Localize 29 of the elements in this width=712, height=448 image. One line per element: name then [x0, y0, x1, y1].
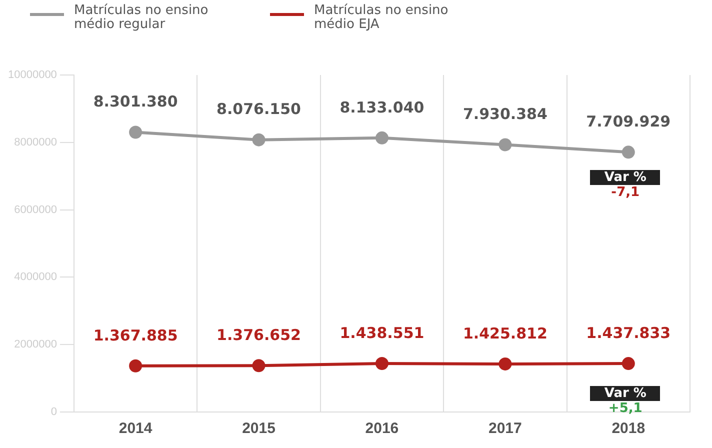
- x-tick-label: 2015: [242, 420, 276, 438]
- data-label: 1.438.551: [340, 324, 424, 342]
- annotation: Var % +5,1: [603, 386, 648, 416]
- data-label: 7.930.384: [462, 105, 548, 124]
- point: [375, 357, 388, 370]
- point: [498, 138, 512, 152]
- data-label: 1.376.652: [216, 326, 301, 344]
- x-tick-label: 2016: [365, 420, 399, 438]
- x-tick-label: 2017: [488, 420, 522, 438]
- data-label: 8.133.040: [340, 98, 424, 116]
- data-label: 8.076.150: [216, 100, 301, 118]
- data-label: 1.437.833: [586, 324, 671, 342]
- data-label: 1.425.812: [462, 324, 548, 342]
- legend-label: Matrículas no ensino médio regular: [74, 3, 210, 32]
- point: [252, 359, 266, 372]
- legend-label: Matrículas no ensino médio EJA: [314, 3, 450, 32]
- x-tick-label: 2018: [612, 420, 646, 438]
- point: [375, 131, 388, 144]
- point: [622, 146, 635, 159]
- point: [129, 359, 142, 372]
- x-tick-label: 2014: [118, 420, 153, 438]
- data-label: 7.709.929: [586, 112, 671, 131]
- annotation: Var % -7,1: [603, 170, 648, 200]
- data-label: 8.301.380: [93, 92, 178, 111]
- data-label: 1.367.885: [93, 326, 178, 344]
- point: [498, 357, 512, 370]
- point: [252, 133, 266, 146]
- point: [622, 357, 635, 370]
- point: [129, 126, 142, 139]
